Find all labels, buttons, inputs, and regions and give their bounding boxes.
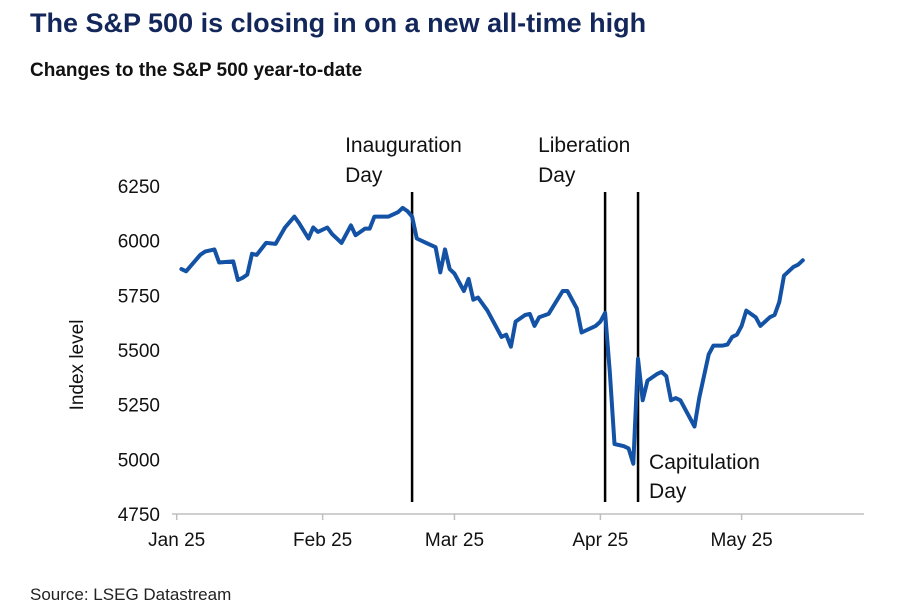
series-group bbox=[179, 205, 805, 466]
y-tick-label: 5500 bbox=[118, 341, 160, 362]
y-tick-label: 5250 bbox=[118, 396, 160, 417]
y-axis-title: Index level bbox=[67, 320, 88, 411]
y-tick-label: 6250 bbox=[118, 177, 160, 198]
event-label: Capitulation bbox=[649, 451, 760, 474]
y-axis-title-group: Index level bbox=[67, 320, 88, 411]
event-label: Inauguration bbox=[345, 134, 462, 157]
event-markers: Inauguration Day Liberation Day Capitulation… bbox=[345, 134, 760, 503]
x-tick-label: May 25 bbox=[710, 530, 772, 551]
chart-subtitle: Changes to the S&P 500 year-to-date bbox=[30, 60, 363, 81]
y-tick-label: 5750 bbox=[118, 286, 160, 307]
series-line bbox=[179, 205, 805, 466]
source-note: Source: LSEG Datastream bbox=[30, 585, 232, 604]
event-label: Day bbox=[649, 480, 687, 503]
y-tick-label: 5000 bbox=[118, 450, 160, 471]
x-tick-label: Jan 25 bbox=[148, 530, 205, 551]
x-tick-label: Apr 25 bbox=[572, 530, 628, 551]
x-tick-label: Feb 25 bbox=[293, 530, 352, 551]
chart-title: The S&P 500 is closing in on a new all-t… bbox=[30, 8, 647, 38]
y-axis-ticks: 4750 5000 5250 5500 5750 6000 6250 bbox=[118, 177, 160, 526]
event-label: Day bbox=[538, 164, 576, 187]
event-label: Liberation bbox=[538, 134, 630, 157]
x-axis: Jan 25 Feb 25 Mar 25 Apr 25 May 25 bbox=[148, 513, 864, 551]
x-tick-label: Mar 25 bbox=[425, 530, 484, 551]
y-tick-label: 6000 bbox=[118, 232, 160, 253]
y-tick-label: 4750 bbox=[118, 505, 160, 526]
event-label: Day bbox=[345, 164, 383, 187]
